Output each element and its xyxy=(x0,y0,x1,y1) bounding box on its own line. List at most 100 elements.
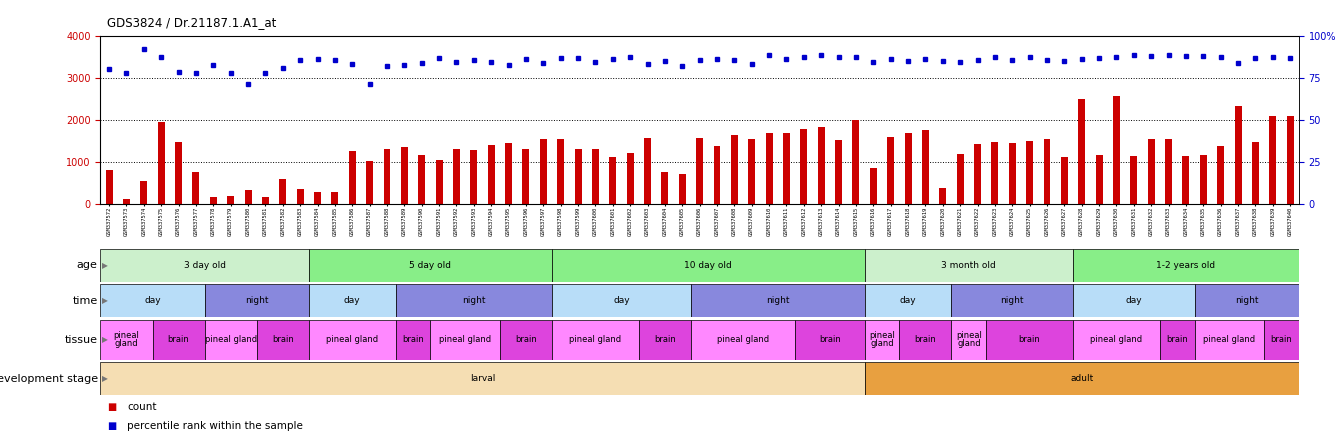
Bar xyxy=(940,188,947,204)
Bar xyxy=(522,149,529,204)
Bar xyxy=(245,190,252,204)
Bar xyxy=(1026,141,1034,204)
Bar xyxy=(205,320,257,360)
Text: 1-2 years old: 1-2 years old xyxy=(1157,261,1216,270)
Bar xyxy=(1252,142,1259,204)
Bar xyxy=(696,138,703,204)
Text: brain: brain xyxy=(402,335,424,344)
Text: brain: brain xyxy=(819,335,841,344)
Bar xyxy=(1073,320,1160,360)
Bar xyxy=(210,197,217,204)
Bar xyxy=(557,139,564,204)
Bar xyxy=(865,284,952,317)
Bar xyxy=(870,168,877,204)
Text: day: day xyxy=(1126,296,1142,305)
Bar xyxy=(540,139,546,204)
Bar xyxy=(888,137,894,204)
Bar xyxy=(592,149,599,204)
Text: count: count xyxy=(127,402,157,412)
Bar xyxy=(505,143,511,204)
Bar xyxy=(766,133,773,204)
Bar xyxy=(795,320,865,360)
Bar xyxy=(818,127,825,204)
Bar xyxy=(1078,99,1085,204)
Bar xyxy=(952,284,1073,317)
Bar xyxy=(297,189,304,204)
Bar xyxy=(574,149,581,204)
Bar xyxy=(453,149,461,204)
Text: percentile rank within the sample: percentile rank within the sample xyxy=(127,420,303,431)
Bar xyxy=(487,145,494,204)
Text: pineal gland: pineal gland xyxy=(327,335,379,344)
Bar xyxy=(1287,116,1293,204)
Bar xyxy=(309,320,396,360)
Bar xyxy=(1008,143,1016,204)
Bar xyxy=(123,199,130,204)
Bar xyxy=(956,154,964,204)
Text: night: night xyxy=(1235,296,1259,305)
Text: tissue: tissue xyxy=(64,335,98,345)
Bar xyxy=(106,170,112,204)
Bar xyxy=(627,153,633,204)
Bar xyxy=(315,192,321,204)
Text: brain: brain xyxy=(167,335,189,344)
Bar xyxy=(714,146,720,204)
Bar xyxy=(1165,139,1172,204)
Bar xyxy=(1264,320,1299,360)
Bar xyxy=(1113,96,1119,204)
Bar xyxy=(1130,156,1137,204)
Bar xyxy=(1235,107,1241,204)
Bar xyxy=(1160,320,1194,360)
Text: larval: larval xyxy=(470,374,495,383)
Bar xyxy=(435,160,443,204)
Bar xyxy=(865,320,900,360)
Text: age: age xyxy=(76,260,98,270)
Bar xyxy=(205,284,309,317)
Bar xyxy=(639,320,691,360)
Text: day: day xyxy=(613,296,629,305)
Bar xyxy=(257,320,309,360)
Text: brain: brain xyxy=(1271,335,1292,344)
Text: ▶: ▶ xyxy=(102,261,107,270)
Text: 10 day old: 10 day old xyxy=(684,261,732,270)
Bar xyxy=(552,284,691,317)
Bar xyxy=(332,192,339,204)
Bar xyxy=(309,284,396,317)
Text: pineal gland: pineal gland xyxy=(205,335,257,344)
Bar xyxy=(853,120,860,204)
Text: night: night xyxy=(245,296,269,305)
Text: night: night xyxy=(1000,296,1024,305)
Bar xyxy=(100,284,205,317)
Text: pineal
gland: pineal gland xyxy=(956,331,981,348)
Bar xyxy=(609,157,616,204)
Bar xyxy=(396,320,430,360)
Text: pineal gland: pineal gland xyxy=(1090,335,1142,344)
Bar xyxy=(552,320,639,360)
Bar xyxy=(470,150,477,204)
Text: ■: ■ xyxy=(107,402,116,412)
Text: ▶: ▶ xyxy=(102,335,107,344)
Bar xyxy=(193,172,200,204)
Bar xyxy=(262,198,269,204)
Text: ▶: ▶ xyxy=(102,374,107,383)
Text: night: night xyxy=(766,296,790,305)
Bar xyxy=(923,131,929,204)
Bar xyxy=(644,138,651,204)
Bar xyxy=(1194,284,1299,317)
Bar xyxy=(1200,155,1206,204)
Text: pineal gland: pineal gland xyxy=(716,335,769,344)
Text: pineal gland: pineal gland xyxy=(439,335,491,344)
Bar xyxy=(141,181,147,204)
Bar xyxy=(1043,139,1051,204)
Text: ■: ■ xyxy=(107,420,116,431)
Bar xyxy=(100,320,153,360)
Bar xyxy=(383,149,391,204)
Bar xyxy=(731,135,738,204)
Bar xyxy=(801,129,807,204)
Bar xyxy=(836,140,842,204)
Bar xyxy=(280,179,287,204)
Text: brain: brain xyxy=(915,335,936,344)
Bar xyxy=(1217,146,1224,204)
Bar xyxy=(987,320,1073,360)
Bar xyxy=(1073,249,1299,282)
